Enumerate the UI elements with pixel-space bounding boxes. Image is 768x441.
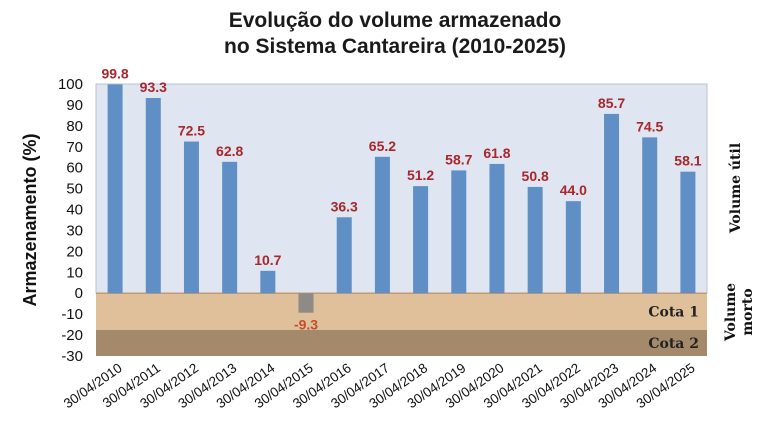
y-tick-label: 0 [75,285,83,302]
y-axis-label: Armazenamento (%) [20,133,40,306]
bar-30-04-2020 [489,163,505,294]
bar-30-04-2019 [451,170,467,294]
y-tick-label: -30 [61,348,83,365]
data-label: 74.5 [636,118,663,134]
y-tick-label: 10 [66,264,83,281]
data-label: 61.8 [483,145,510,161]
volume-morto-label-line-1: Volume [723,283,739,342]
bar-30-04-2023 [604,113,620,294]
bar-30-04-2013 [222,161,238,294]
data-label: 58.7 [445,151,472,167]
volume-util-label: Volume útil [728,143,744,234]
data-label: 85.7 [598,95,625,111]
data-label: 51.2 [407,167,434,183]
bar-30-04-2012 [183,141,199,294]
bar-30-04-2014 [260,270,276,294]
y-tick-label: 70 [66,139,83,156]
zone-2-label: Cota 2 [648,336,699,352]
data-label: 65.2 [369,138,396,154]
bars [107,84,696,313]
data-labels: 99.8 93.3 72.5 62.8 10.7 -9.3 36.3 65.2 51.2 58.7… [101,65,701,332]
data-label: 36.3 [331,198,358,214]
chart-title-line-1: Evolução do volume armazenado [229,9,562,32]
bar-30-04-2015 [298,293,314,313]
zone-1-band [96,293,707,330]
bar-30-04-2021 [527,186,543,294]
data-label: 62.8 [216,143,243,159]
data-label: 72.5 [178,123,205,139]
bar-30-04-2011 [145,98,161,294]
y-tick-label: 30 [66,222,83,239]
bar-30-04-2022 [565,201,581,294]
y-tick-label: 20 [66,243,83,260]
data-label: -9.3 [294,317,318,333]
bar-30-04-2016 [336,217,352,294]
bar-30-04-2024 [642,137,658,294]
chart-title-line-2: no Sistema Cantareira (2010-2025) [224,35,566,58]
data-label: 99.8 [101,65,128,81]
volume-morto-label-line-2: morto [740,288,756,335]
y-tick-label: -20 [61,327,83,344]
data-label: 93.3 [140,79,167,95]
bar-30-04-2018 [413,186,429,294]
bar-30-04-2025 [680,171,696,294]
y-tick-label: 50 [66,181,83,198]
data-label: 50.8 [522,168,549,184]
y-tick-label: 100 [58,76,83,93]
bar-30-04-2010 [107,84,123,294]
data-label: 10.7 [254,252,281,268]
data-label: 58.1 [674,153,701,169]
zone-2-band [96,329,707,356]
y-tick-label: 90 [66,97,83,114]
x-axis-ticks: 30/04/201030/04/201130/04/201230/04/2013… [61,360,698,411]
y-tick-label: -10 [61,306,83,323]
bar-30-04-2017 [374,156,390,294]
data-label: 44.0 [560,182,587,198]
y-tick-label: 60 [66,160,83,177]
y-tick-label: 40 [66,202,83,219]
y-tick-label: 80 [66,118,83,135]
zone-1-label: Cota 1 [648,305,699,321]
